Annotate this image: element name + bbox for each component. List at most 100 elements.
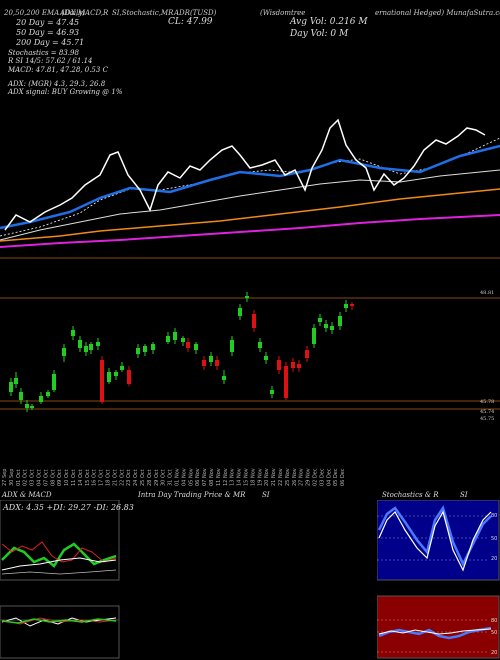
macd-line bbox=[1, 617, 117, 627]
date-label: 23 Oct bbox=[126, 469, 132, 486]
price-label-top: 48.81 bbox=[480, 290, 495, 296]
date-label: 04 Oct bbox=[37, 469, 43, 486]
close-price-line bbox=[4, 118, 486, 231]
date-label: 02 Oct bbox=[23, 469, 29, 486]
date-label: 19 Nov bbox=[257, 468, 263, 486]
adx-value: ADX: (MGR) 4.3, 29.3, 26.8 bbox=[8, 80, 106, 88]
candle-body bbox=[318, 318, 322, 322]
header-site: ernational Hedged) MunafaSutra.com bbox=[375, 9, 500, 17]
candle-body bbox=[330, 326, 334, 330]
date-label: 05 Dec bbox=[333, 468, 339, 486]
adx-line bbox=[1, 557, 117, 571]
candle-body bbox=[215, 360, 219, 366]
candle-body bbox=[107, 372, 111, 382]
date-label: 24 Oct bbox=[133, 469, 139, 486]
date-label: 06 Nov bbox=[195, 468, 201, 486]
candle-body bbox=[270, 390, 274, 394]
candle-body bbox=[181, 338, 185, 342]
candle-body bbox=[120, 366, 124, 370]
stoch-d-line bbox=[377, 505, 492, 567]
candle-body bbox=[71, 330, 75, 336]
date-label: 22 Nov bbox=[278, 468, 284, 486]
stoch-tick-50: 50 bbox=[491, 536, 497, 542]
date-label: 11 Nov bbox=[216, 468, 222, 486]
ema20-value: 20 Day = 47.45 bbox=[16, 18, 80, 27]
stochastics-value: Stochastics = 83.98 bbox=[8, 49, 79, 57]
date-label: 09 Oct bbox=[57, 469, 63, 486]
candle-body bbox=[14, 378, 18, 384]
candle-body bbox=[297, 364, 301, 368]
candle-body bbox=[194, 344, 198, 350]
date-label: 15 Nov bbox=[244, 468, 250, 486]
date-label: 18 Oct bbox=[106, 469, 112, 486]
candle-body bbox=[96, 342, 100, 346]
price-label-3: 45.75 bbox=[480, 416, 495, 422]
adx-box bbox=[0, 500, 120, 581]
candle-body bbox=[46, 392, 50, 396]
candle-body bbox=[166, 336, 170, 342]
candle-body bbox=[52, 374, 56, 390]
date-label: 08 Oct bbox=[50, 469, 56, 486]
date-label: 25 Oct bbox=[140, 469, 146, 486]
date-label: 27 Nov bbox=[299, 468, 305, 486]
date-label: 26 Nov bbox=[292, 468, 298, 486]
candle-body bbox=[100, 360, 104, 402]
date-label: 01 Nov bbox=[175, 468, 181, 486]
stoch-rsi-panel: 80 50 20 80 50 20 bbox=[377, 500, 500, 659]
candle-body bbox=[312, 328, 316, 344]
date-label: 21 Nov bbox=[271, 468, 277, 486]
candle-body bbox=[230, 340, 234, 352]
stoch-si-label: SI bbox=[460, 491, 468, 499]
ema20-line bbox=[0, 144, 500, 230]
macd-histogram-line bbox=[1, 618, 117, 624]
candle-body bbox=[291, 362, 295, 368]
date-label: 05 Nov bbox=[188, 468, 194, 486]
candle-body bbox=[39, 396, 43, 402]
date-label: 20 Nov bbox=[264, 468, 270, 486]
candle-body bbox=[78, 340, 82, 348]
candle-body bbox=[19, 392, 23, 400]
price-band-upper bbox=[0, 137, 500, 237]
candle-body bbox=[127, 370, 131, 384]
candle-body bbox=[62, 348, 66, 356]
date-label: 04 Dec bbox=[326, 468, 332, 486]
candle-body bbox=[245, 296, 249, 298]
header-stoch-title: SI,Stochastic,MR bbox=[112, 9, 174, 17]
date-label: 10 Oct bbox=[64, 469, 70, 486]
intraday-panel-title: Intra Day Trading Price & MR bbox=[138, 491, 246, 499]
stoch-tick-80: 80 bbox=[491, 513, 497, 519]
date-label: 29 Nov bbox=[306, 468, 312, 486]
date-label: 21 Oct bbox=[112, 469, 118, 486]
ema200-line bbox=[0, 214, 500, 248]
avg-volume: Avg Vol: 0.216 M bbox=[290, 17, 368, 27]
date-label: 11 Oct bbox=[71, 469, 77, 486]
candle-body bbox=[173, 332, 177, 340]
intraday-si-label: SI bbox=[262, 491, 270, 499]
date-label: 08 Nov bbox=[209, 468, 215, 486]
candle-body bbox=[136, 348, 140, 354]
candle-body bbox=[344, 304, 348, 308]
day-volume: Day Vol: 0 M bbox=[290, 29, 349, 39]
header-ticker: ADR(TUSD) bbox=[174, 9, 217, 17]
close-price: CL: 47.99 bbox=[168, 17, 213, 27]
date-label: 14 Oct bbox=[78, 469, 84, 486]
date-label: 07 Nov bbox=[202, 468, 208, 486]
date-label: 03 Oct bbox=[30, 469, 36, 486]
rsi-smooth-line bbox=[378, 628, 492, 635]
ema50-line bbox=[0, 188, 500, 242]
rsi-tick-20: 20 bbox=[491, 650, 497, 656]
macd-value: MACD: 47.81, 47.28, 0.53 C bbox=[8, 66, 108, 74]
date-label: 01 Oct bbox=[16, 469, 22, 486]
rsi-value: R SI 14/5: 57.62 / 61.14 bbox=[8, 57, 93, 65]
candle-body bbox=[305, 350, 309, 358]
adx-baseline bbox=[1, 569, 117, 575]
ema-grey-line bbox=[0, 169, 500, 241]
stoch-panel-title: Stochastics & R bbox=[382, 491, 439, 499]
date-label: 02 Dec bbox=[313, 468, 319, 486]
candle-body bbox=[277, 360, 281, 370]
date-label: 03 Dec bbox=[319, 468, 325, 486]
rsi-tick-80: 80 bbox=[491, 618, 497, 624]
date-label: 14 Nov bbox=[237, 468, 243, 486]
adx-signal: ADX signal: BUY Growing @ 1% bbox=[8, 88, 123, 96]
candle-body bbox=[209, 356, 213, 362]
